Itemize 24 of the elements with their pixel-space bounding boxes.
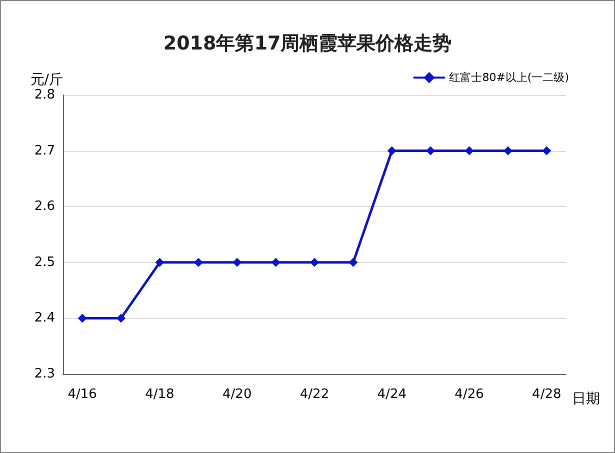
x-tick-label: 4/22 bbox=[300, 387, 330, 402]
y-tick-label: 2.3 bbox=[34, 366, 55, 382]
y-tick-label: 2.8 bbox=[34, 88, 55, 102]
point bbox=[116, 314, 126, 323]
legend-label: 红富士80#以上(一二级) bbox=[449, 71, 569, 84]
x-axis-title: 日期 bbox=[572, 391, 600, 407]
point bbox=[387, 146, 396, 156]
point bbox=[348, 258, 358, 267]
point bbox=[310, 258, 319, 267]
chart-title: 2018年第17周栖霞苹果价格走势 bbox=[163, 32, 452, 54]
y-tick-label: 2.6 bbox=[34, 199, 55, 214]
x-tick-label: 4/24 bbox=[377, 387, 406, 402]
point bbox=[232, 258, 242, 267]
y-tick-label: 2.7 bbox=[34, 143, 55, 158]
y-tick-label: 2.4 bbox=[34, 310, 55, 326]
y-tick-label: 2.5 bbox=[34, 254, 55, 270]
x-tick-label: 4/20 bbox=[222, 387, 252, 402]
x-tick-label: 4/18 bbox=[145, 387, 174, 402]
point bbox=[155, 258, 164, 267]
x-tick-label: 4/26 bbox=[454, 387, 484, 402]
x-tick-label: 4/16 bbox=[68, 387, 97, 402]
x-tick-label: 4/28 bbox=[532, 387, 562, 402]
point bbox=[271, 258, 280, 267]
y-axis-title: 元/斤 bbox=[30, 72, 63, 88]
